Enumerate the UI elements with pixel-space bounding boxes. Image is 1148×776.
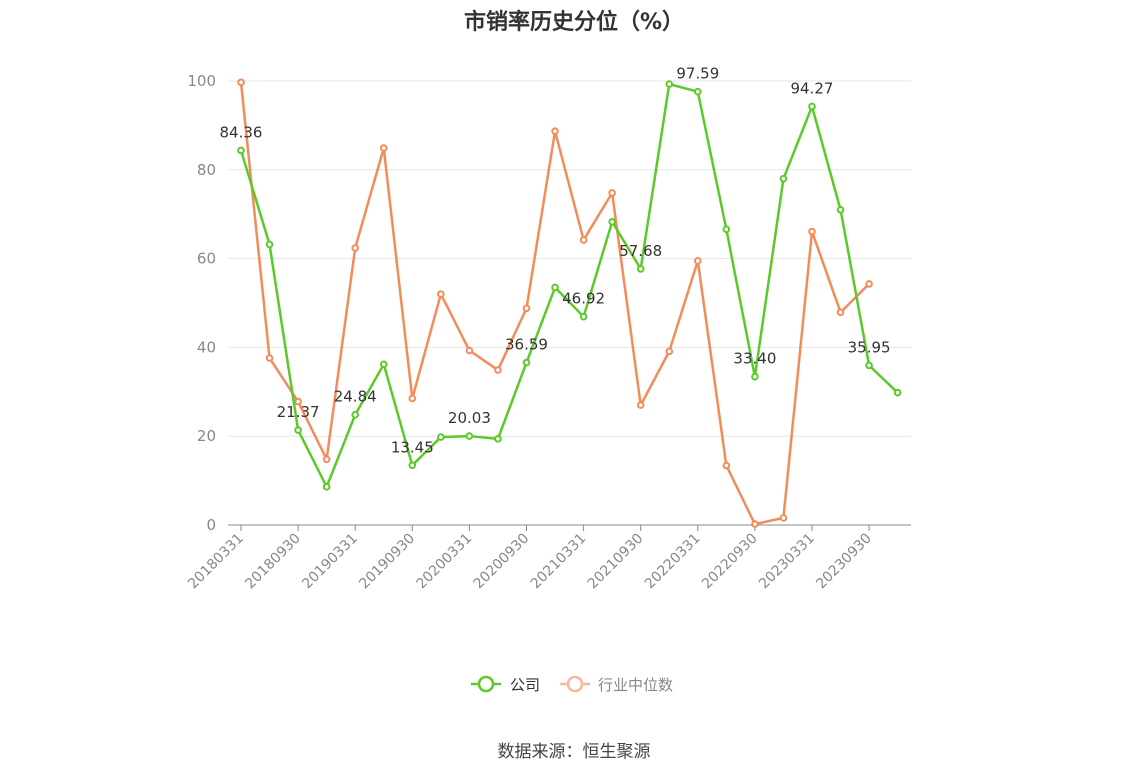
industry-point	[522, 304, 531, 313]
industry-point	[722, 461, 731, 470]
industry-line	[239, 82, 870, 526]
legend-industry-label: 行业中位数	[598, 676, 673, 694]
industry-point	[636, 401, 645, 409]
industry-point	[322, 455, 331, 464]
x-tick-label: 20190331	[299, 531, 361, 593]
x-tick-label: 20220331	[642, 531, 704, 593]
y-tick-label: 40	[197, 338, 216, 356]
legend-industry-marker	[566, 675, 584, 693]
x-tick-label: 20220930	[699, 531, 761, 593]
company-point	[608, 217, 616, 226]
data-label: 94.27	[791, 79, 834, 97]
company-point	[294, 426, 302, 434]
industry-point	[608, 189, 616, 197]
company-point	[351, 410, 360, 419]
x-tick-label: 20230331	[756, 531, 818, 593]
company-line	[239, 82, 899, 489]
legend-company-marker	[477, 675, 495, 693]
company-point	[808, 102, 816, 111]
company-point	[836, 205, 845, 214]
data-label: 21.37	[277, 403, 320, 421]
industry-point	[465, 346, 474, 355]
legend-company-label: 公司	[510, 676, 540, 694]
industry-point	[551, 127, 559, 135]
x-tick-label: 20200331	[414, 531, 476, 593]
y-tick-label: 20	[197, 427, 216, 445]
x-tick-label: 20210331	[528, 531, 590, 593]
company-point	[551, 283, 559, 292]
industry-point	[694, 257, 702, 265]
data-label: 24.84	[334, 388, 377, 406]
company-point	[465, 432, 474, 440]
data-label: 36.59	[505, 336, 548, 354]
company-point	[379, 360, 388, 369]
x-tick-label: 20230930	[813, 531, 875, 593]
data-label: 46.92	[562, 290, 605, 308]
x-tick-label: 20190930	[356, 531, 418, 593]
y-tick-label: 0	[206, 516, 216, 534]
data-label: 35.95	[848, 338, 891, 356]
company-point	[408, 461, 417, 470]
industry-point	[408, 394, 417, 403]
data-source: 数据来源：恒生聚源	[497, 742, 651, 762]
data-label: 33.40	[733, 350, 776, 368]
industry-point	[237, 78, 245, 87]
industry-point	[865, 280, 873, 288]
x-tick-label: 20210930	[585, 531, 647, 593]
industry-point	[494, 366, 502, 374]
x-tick-label: 20180930	[242, 531, 304, 593]
data-label: 97.59	[676, 65, 719, 83]
company-point	[893, 388, 902, 397]
data-label: 57.68	[619, 242, 662, 260]
industry-point	[665, 347, 674, 356]
industry-point	[751, 520, 759, 528]
company-point	[237, 146, 245, 155]
company-point	[265, 240, 274, 249]
legend: 公司 行业中位数	[471, 675, 673, 694]
industry-point	[265, 354, 274, 362]
data-label: 13.45	[391, 438, 434, 456]
company-point	[437, 433, 445, 441]
company-point	[865, 361, 873, 370]
industry-point	[294, 397, 302, 406]
y-tick-label: 100	[187, 72, 216, 90]
company-point	[779, 174, 788, 183]
industry-point	[351, 244, 360, 252]
y-tick-label: 80	[197, 161, 216, 179]
industry-point	[437, 290, 445, 298]
company-point	[751, 372, 759, 381]
company-point	[694, 87, 702, 96]
y-tick-label: 60	[197, 250, 216, 268]
data-label: 20.03	[448, 409, 491, 427]
company-point	[636, 265, 645, 273]
industry-point	[836, 308, 845, 317]
chart-title: 市销率历史分位（%）	[463, 10, 685, 35]
industry-point	[379, 144, 388, 152]
data-label: 84.36	[220, 123, 263, 141]
company-point	[665, 80, 674, 88]
industry-point	[779, 514, 788, 522]
industry-point	[579, 236, 588, 244]
x-tick-label: 20200930	[471, 531, 533, 593]
company-point	[579, 312, 588, 321]
industry-point	[808, 227, 816, 236]
company-point	[722, 225, 731, 234]
company-point	[494, 435, 502, 443]
company-point	[322, 483, 331, 491]
company-point	[522, 358, 531, 367]
x-tick-label: 20180331	[185, 531, 247, 593]
